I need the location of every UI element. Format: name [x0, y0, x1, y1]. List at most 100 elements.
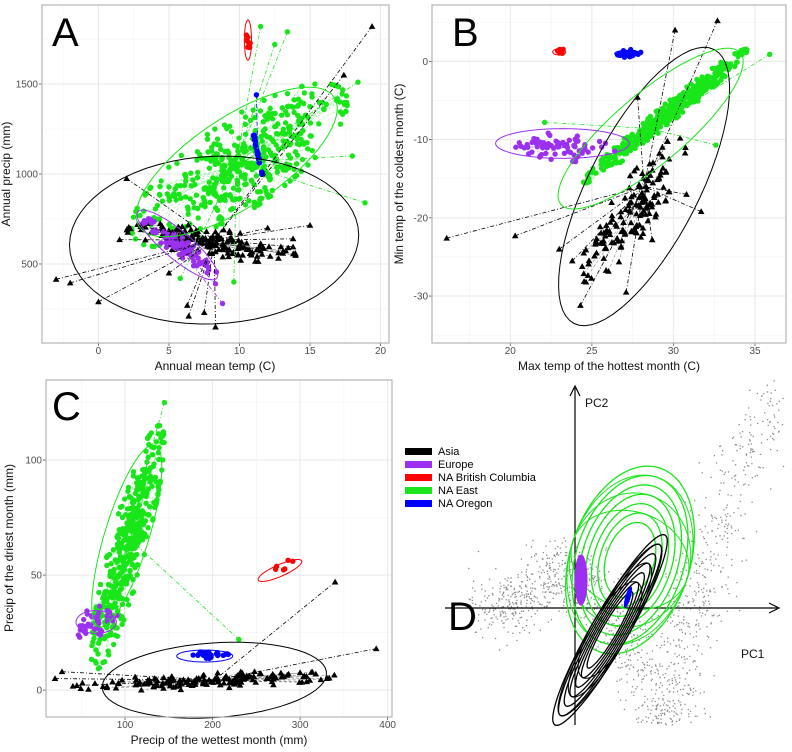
- background-point: [590, 639, 592, 642]
- data-point-east: [287, 178, 293, 184]
- background-point: [469, 598, 471, 601]
- background-point: [520, 587, 523, 589]
- background-point: [662, 704, 665, 706]
- data-point-asia: [207, 678, 215, 685]
- background-point: [505, 612, 507, 615]
- background-point: [536, 609, 539, 612]
- background-point: [651, 722, 653, 724]
- data-point-asia: [226, 227, 233, 234]
- data-point-east: [272, 110, 278, 117]
- data-point-asia: [206, 243, 213, 250]
- background-point: [586, 603, 589, 605]
- background-point: [674, 703, 676, 705]
- background-point: [641, 688, 643, 691]
- background-point: [528, 596, 530, 598]
- background-point: [770, 435, 772, 438]
- data-point-asia: [275, 249, 282, 256]
- background-point: [720, 570, 722, 572]
- background-point: [551, 558, 553, 560]
- background-point: [692, 661, 694, 663]
- background-point: [615, 597, 617, 599]
- ellipse-europe: [75, 610, 117, 635]
- outlier-point-oregon: [253, 92, 260, 98]
- background-point: [504, 578, 506, 580]
- background-point: [558, 562, 560, 564]
- background-point: [575, 596, 577, 598]
- background-point: [495, 602, 498, 604]
- data-point-asia: [250, 673, 257, 679]
- ellipse-east: [135, 86, 338, 238]
- data-point-east: [239, 109, 245, 115]
- background-point: [706, 610, 708, 612]
- background-point: [649, 671, 652, 673]
- background-point: [624, 661, 626, 664]
- data-point-asia: [77, 685, 85, 692]
- outlier-point-asia: [183, 302, 191, 308]
- data-point-asia: [309, 668, 316, 675]
- background-point: [695, 631, 698, 633]
- data-point-oregon: [220, 652, 226, 658]
- background-point: [589, 590, 592, 592]
- background-point: [677, 662, 679, 665]
- data-point-asia: [103, 684, 111, 691]
- background-point: [636, 651, 639, 654]
- background-point: [663, 702, 666, 704]
- background-point: [645, 637, 648, 639]
- data-point-asia: [613, 223, 620, 229]
- background-point: [726, 546, 728, 548]
- background-point: [713, 553, 715, 555]
- background-point: [686, 622, 688, 624]
- legend-swatch-asia: [405, 448, 432, 455]
- data-point-east: [153, 439, 160, 445]
- background-point: [661, 691, 663, 693]
- data-point-east: [210, 175, 216, 181]
- background-point: [572, 584, 574, 586]
- data-point-east: [339, 111, 346, 117]
- background-point: [628, 655, 631, 657]
- background-point: [710, 622, 712, 624]
- background-point: [713, 455, 716, 457]
- background-point: [776, 403, 778, 405]
- data-point-asia: [192, 229, 200, 236]
- background-point: [529, 592, 532, 594]
- spoke-line: [159, 164, 240, 187]
- background-point: [644, 667, 646, 669]
- data-point-europe: [96, 603, 103, 609]
- data-point-east: [93, 647, 99, 653]
- data-point-asia: [643, 186, 651, 193]
- background-point: [678, 719, 681, 721]
- data-point-asia: [79, 679, 86, 686]
- y-tick-label: 1500: [16, 80, 39, 91]
- background-point: [522, 610, 525, 613]
- background-point: [774, 427, 776, 430]
- data-point-east: [684, 84, 690, 90]
- background-point: [731, 533, 733, 535]
- data-point-asia: [137, 686, 145, 693]
- data-point-east: [293, 161, 300, 167]
- background-point: [549, 540, 551, 543]
- plot-border: [431, 4, 787, 344]
- data-point-asia: [633, 164, 641, 171]
- outlier-point-asia: [511, 232, 519, 239]
- spoke-line: [544, 121, 651, 130]
- background-point: [675, 684, 677, 686]
- background-point: [778, 430, 780, 433]
- background-point: [475, 603, 477, 606]
- background-point: [523, 594, 526, 596]
- outlier-point-asia: [95, 298, 102, 305]
- background-point: [771, 437, 774, 440]
- background-point: [751, 448, 754, 451]
- ellipse-europe: [136, 209, 219, 281]
- background-point: [727, 494, 729, 496]
- data-point-europe: [582, 146, 588, 153]
- background-point: [667, 700, 669, 702]
- data-point-east: [269, 152, 275, 159]
- data-point-east: [124, 536, 130, 542]
- background-point: [734, 479, 736, 481]
- spoke-line: [213, 240, 216, 327]
- background-point: [722, 567, 724, 569]
- background-point: [698, 623, 700, 625]
- background-point: [713, 614, 715, 616]
- data-point-asia: [636, 212, 644, 218]
- outlier-point-asia: [555, 245, 563, 252]
